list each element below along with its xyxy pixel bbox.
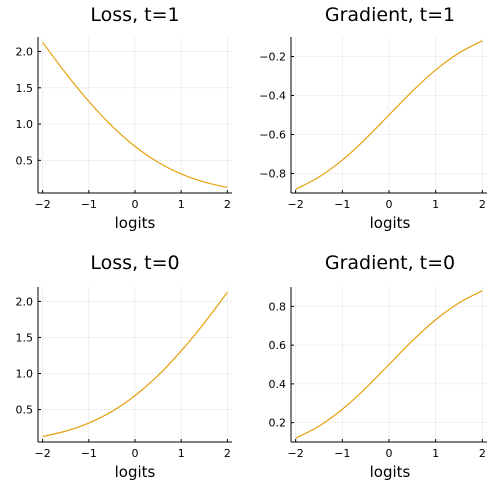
- x-tick-label: 0: [386, 447, 393, 460]
- subplot-loss-t1: Loss, t=1 logits −2 −1 0 1 2 0.5 1.0 1.5…: [16, 4, 232, 232]
- subplot-gradient-t1: Gradient, t=1 logits −2 −1 0 1 2 −0.8 −0…: [259, 4, 487, 232]
- y-tick-label: 1.0: [16, 118, 34, 131]
- y-tick-label: −0.6: [259, 129, 286, 142]
- y-tick-label: 1.5: [16, 82, 34, 95]
- x-ticks: −2 −1 0 1 2: [35, 447, 231, 460]
- x-tick-label: −1: [334, 198, 350, 211]
- x-tick-label: 0: [386, 198, 393, 211]
- x-tick-label: −1: [334, 447, 350, 460]
- x-tick-label: 2: [479, 447, 486, 460]
- x-tick-label: −2: [288, 198, 304, 211]
- y-ticks: 0.5 1.0 1.5 2.0: [16, 46, 34, 168]
- x-tick-label: 0: [132, 447, 139, 460]
- axes: [290, 37, 487, 194]
- x-axis-label: logits: [370, 463, 411, 481]
- y-tick-label: 1.0: [16, 368, 34, 381]
- x-tick-label: 1: [178, 447, 185, 460]
- x-tick-label: 2: [224, 198, 231, 211]
- x-tick-label: −2: [288, 447, 304, 460]
- x-tick-label: 0: [132, 198, 139, 211]
- x-tick-label: 1: [178, 198, 185, 211]
- y-tick-label: −0.2: [259, 51, 286, 64]
- x-axis-label: logits: [115, 463, 156, 481]
- x-tick-label: −2: [35, 447, 51, 460]
- x-tick-label: −2: [35, 198, 51, 211]
- series-line: [295, 40, 483, 190]
- subplot-loss-t0: Loss, t=0 logits −2 −1 0 1 2 0.5 1.0 1.5…: [16, 252, 232, 481]
- x-tick-label: 1: [432, 198, 439, 211]
- series-line: [42, 41, 228, 188]
- y-ticks: 0.5 1.0 1.5 2.0: [16, 295, 34, 416]
- x-tick-label: 2: [224, 447, 231, 460]
- series-line: [295, 290, 483, 439]
- y-tick-label: 0.8: [269, 300, 287, 313]
- chart-title: Loss, t=1: [90, 4, 179, 26]
- chart-title: Loss, t=0: [90, 252, 179, 274]
- axes: [37, 287, 232, 443]
- y-tick-label: 0.5: [16, 154, 34, 167]
- grid: [38, 287, 232, 442]
- x-axis-label: logits: [115, 214, 156, 232]
- chart-title: Gradient, t=1: [325, 4, 455, 26]
- x-tick-label: −1: [81, 198, 97, 211]
- x-ticks: −2 −1 0 1 2: [35, 198, 231, 211]
- x-tick-label: −1: [81, 447, 97, 460]
- y-tick-label: 0.6: [269, 339, 287, 352]
- subplot-gradient-t0: Gradient, t=0 logits −2 −1 0 1 2 0.2 0.4…: [269, 252, 487, 481]
- y-tick-label: 1.5: [16, 331, 34, 344]
- y-tick-label: 0.5: [16, 404, 34, 417]
- axes: [290, 287, 487, 443]
- x-axis-label: logits: [370, 214, 411, 232]
- y-tick-label: 0.2: [269, 417, 287, 430]
- x-tick-label: 1: [432, 447, 439, 460]
- x-tick-label: 2: [479, 198, 486, 211]
- y-ticks: −0.8 −0.6 −0.4 −0.2: [259, 51, 286, 181]
- y-tick-label: 2.0: [16, 295, 34, 308]
- grid: [38, 37, 232, 193]
- y-tick-label: 2.0: [16, 46, 34, 59]
- y-tick-label: −0.4: [259, 90, 286, 103]
- x-ticks: −2 −1 0 1 2: [288, 447, 486, 460]
- x-ticks: −2 −1 0 1 2: [288, 198, 486, 211]
- chart-title: Gradient, t=0: [325, 252, 455, 274]
- y-tick-label: 0.4: [269, 378, 287, 391]
- y-ticks: 0.2 0.4 0.6 0.8: [269, 300, 287, 429]
- y-tick-label: −0.8: [259, 168, 286, 181]
- axes: [37, 37, 232, 194]
- series-line: [42, 291, 228, 438]
